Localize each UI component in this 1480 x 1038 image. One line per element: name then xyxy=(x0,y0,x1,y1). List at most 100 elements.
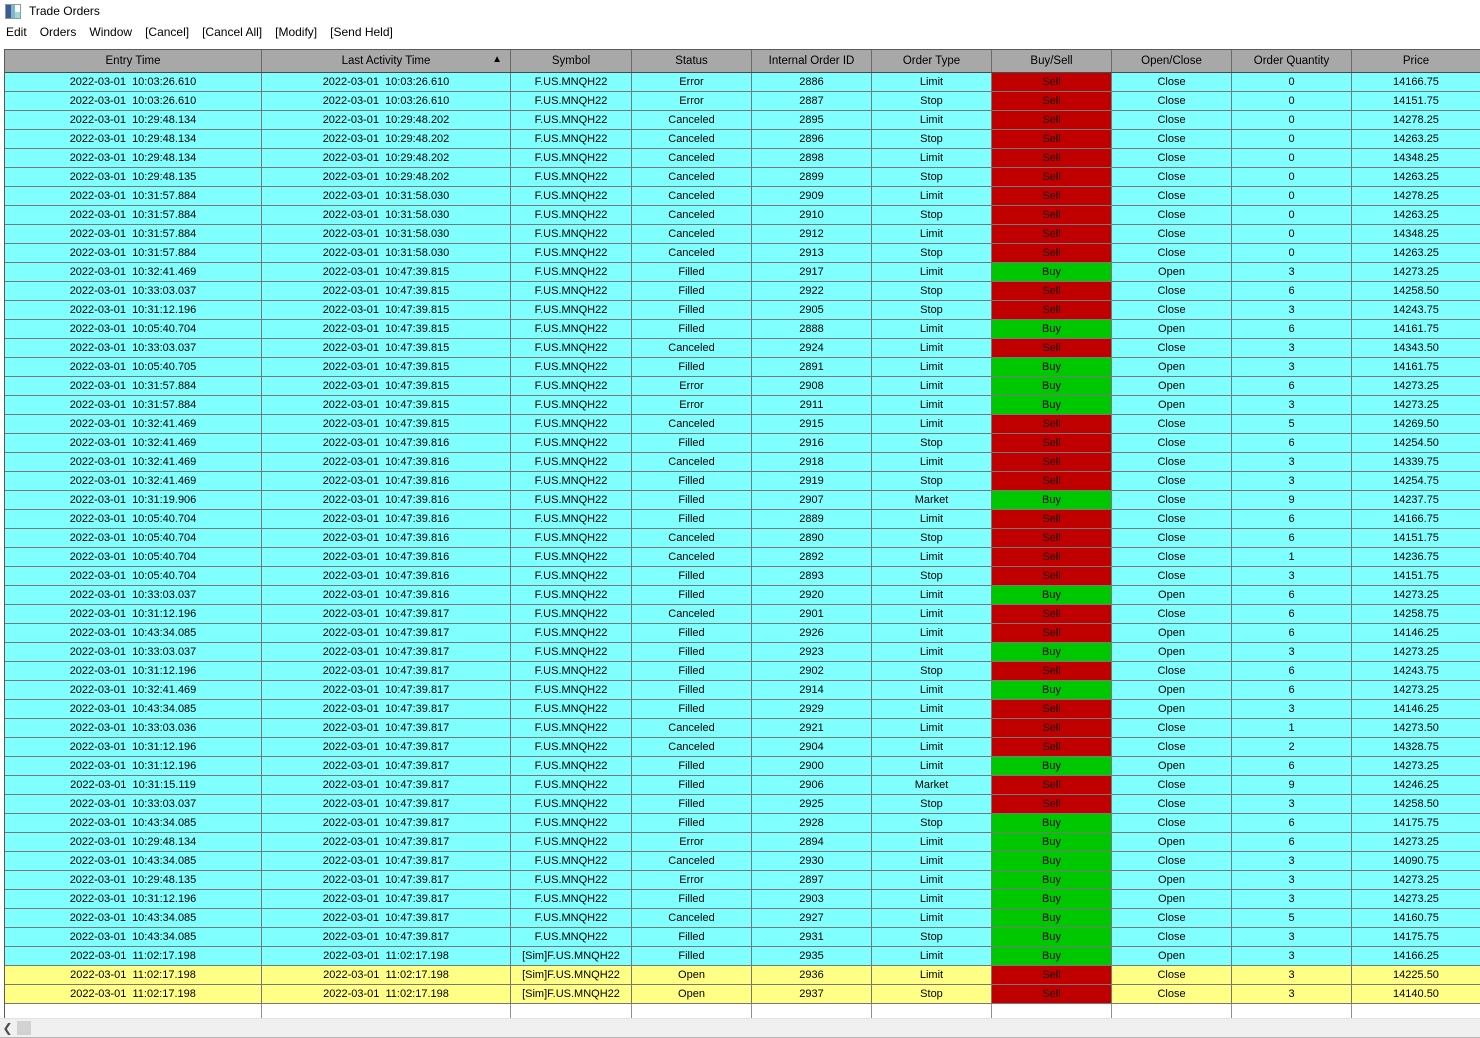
table-row[interactable]: 2022-03-01 11:02:17.198 2022-03-01 11:02:… xyxy=(5,966,1480,985)
table-row[interactable]: 2022-03-01 10:33:03.037 2022-03-01 10:47:… xyxy=(5,643,1480,662)
cell-price: 14243.75 xyxy=(1352,301,1480,320)
table-row[interactable]: 2022-03-01 10:33:03.037 2022-03-01 10:47:… xyxy=(5,795,1480,814)
cell-order-quantity: 1 xyxy=(1232,719,1352,738)
cell-internal-order-id: 2926 xyxy=(752,624,872,643)
cell-buy-sell: Sell xyxy=(992,567,1112,586)
menu-item-window[interactable]: Window xyxy=(89,25,133,39)
table-row[interactable]: 2022-03-01 10:29:48.134 2022-03-01 10:29:… xyxy=(5,130,1480,149)
table-row[interactable]: 2022-03-01 10:29:48.135 2022-03-01 10:47:… xyxy=(5,871,1480,890)
table-row[interactable]: 2022-03-01 10:43:34.085 2022-03-01 10:47:… xyxy=(5,852,1480,871)
table-row[interactable]: 2022-03-01 10:43:34.085 2022-03-01 10:47:… xyxy=(5,909,1480,928)
cell-internal-order-id: 2888 xyxy=(752,320,872,339)
table-row[interactable]: 2022-03-01 10:31:57.884 2022-03-01 10:31:… xyxy=(5,244,1480,263)
table-row[interactable]: 2022-03-01 10:05:40.704 2022-03-01 10:47:… xyxy=(5,510,1480,529)
cell-order-quantity: 0 xyxy=(1232,149,1352,168)
cell-last-activity-time: 2022-03-01 10:47:39.817 xyxy=(262,757,511,776)
scroll-left-arrow-icon[interactable]: ❮ xyxy=(2,1021,13,1035)
column-header-last-activity-time[interactable]: Last Activity Time ▲ xyxy=(262,50,511,72)
column-header-buy-sell[interactable]: Buy/Sell xyxy=(992,50,1112,72)
table-row[interactable]: 2022-03-01 10:31:57.884 2022-03-01 10:47:… xyxy=(5,396,1480,415)
scrollbar-thumb[interactable] xyxy=(17,1021,31,1035)
cell-last-activity-time: 2022-03-01 10:47:39.817 xyxy=(262,890,511,909)
table-row[interactable]: 2022-03-01 10:31:15.119 2022-03-01 10:47:… xyxy=(5,776,1480,795)
table-row[interactable]: 2022-03-01 10:05:40.705 2022-03-01 10:47:… xyxy=(5,358,1480,377)
table-row[interactable]: 2022-03-01 10:05:40.704 2022-03-01 10:47:… xyxy=(5,320,1480,339)
table-row[interactable]: 2022-03-01 10:05:40.704 2022-03-01 10:47:… xyxy=(5,529,1480,548)
table-row[interactable]: 2022-03-01 10:43:34.085 2022-03-01 10:47:… xyxy=(5,700,1480,719)
cell-buy-sell: Sell xyxy=(992,548,1112,567)
table-row[interactable]: 2022-03-01 10:32:41.469 2022-03-01 10:47:… xyxy=(5,681,1480,700)
table-row[interactable]: 2022-03-01 10:31:12.196 2022-03-01 10:47:… xyxy=(5,662,1480,681)
menu-item-edit[interactable]: Edit xyxy=(6,25,27,39)
cell-order-type: Stop xyxy=(872,985,992,1004)
cell-status: Error xyxy=(632,377,752,396)
table-row[interactable]: 2022-03-01 10:31:57.884 2022-03-01 10:31:… xyxy=(5,206,1480,225)
table-row[interactable]: 2022-03-01 10:29:48.135 2022-03-01 10:29:… xyxy=(5,168,1480,187)
table-row[interactable]: 2022-03-01 10:31:12.196 2022-03-01 10:47:… xyxy=(5,605,1480,624)
menu-item-send-held[interactable]: [Send Held] xyxy=(330,25,393,39)
horizontal-scrollbar[interactable]: ❮ xyxy=(0,1018,1480,1038)
column-header-open-close[interactable]: Open/Close xyxy=(1112,50,1232,72)
cell-internal-order-id: 2918 xyxy=(752,453,872,472)
table-row[interactable]: 2022-03-01 10:31:12.196 2022-03-01 10:47:… xyxy=(5,757,1480,776)
cell-internal-order-id: 2890 xyxy=(752,529,872,548)
table-row[interactable]: 2022-03-01 10:31:12.196 2022-03-01 10:47:… xyxy=(5,738,1480,757)
table-row[interactable]: 2022-03-01 10:32:41.469 2022-03-01 10:47:… xyxy=(5,415,1480,434)
cell-entry-time: 2022-03-01 10:29:48.135 xyxy=(5,168,262,187)
cell-status: Filled xyxy=(632,928,752,947)
table-row[interactable]: 2022-03-01 10:43:34.085 2022-03-01 10:47:… xyxy=(5,928,1480,947)
cell-order-type: Limit xyxy=(872,852,992,871)
table-row[interactable]: 2022-03-01 10:31:57.884 2022-03-01 10:31:… xyxy=(5,225,1480,244)
cell-last-activity-time: 2022-03-01 10:47:39.817 xyxy=(262,909,511,928)
cell-symbol: [Sim]F.US.MNQH22 xyxy=(511,947,632,966)
cell-entry-time: 2022-03-01 10:32:41.469 xyxy=(5,263,262,282)
table-row[interactable]: 2022-03-01 10:33:03.036 2022-03-01 10:47:… xyxy=(5,719,1480,738)
table-row[interactable]: 2022-03-01 10:43:34.085 2022-03-01 10:47:… xyxy=(5,624,1480,643)
table-row[interactable]: 2022-03-01 10:33:03.037 2022-03-01 10:47:… xyxy=(5,586,1480,605)
table-row[interactable]: 2022-03-01 10:31:57.884 2022-03-01 10:31:… xyxy=(5,187,1480,206)
table-row[interactable]: 2022-03-01 10:43:34.085 2022-03-01 10:47:… xyxy=(5,814,1480,833)
column-header-order-type[interactable]: Order Type xyxy=(872,50,992,72)
table-row[interactable]: 2022-03-01 10:03:26.610 2022-03-01 10:03:… xyxy=(5,73,1480,92)
cell-price: 14263.25 xyxy=(1352,244,1480,263)
menu-item-cancel[interactable]: [Cancel] xyxy=(145,25,190,39)
table-row[interactable]: 2022-03-01 10:32:41.469 2022-03-01 10:47:… xyxy=(5,434,1480,453)
table-row[interactable]: 2022-03-01 10:32:41.469 2022-03-01 10:47:… xyxy=(5,263,1480,282)
column-header-internal-order-id[interactable]: Internal Order ID xyxy=(752,50,872,72)
table-row[interactable]: 2022-03-01 10:31:57.884 2022-03-01 10:47:… xyxy=(5,377,1480,396)
menu-bar: Edit Orders Window [Cancel] [Cancel All] [Mod… xyxy=(0,22,1480,42)
table-row[interactable]: 2022-03-01 10:03:26.610 2022-03-01 10:03:… xyxy=(5,92,1480,111)
table-row[interactable]: 2022-03-01 10:32:41.469 2022-03-01 10:47:… xyxy=(5,472,1480,491)
menu-item-cancel-all[interactable]: [Cancel All] xyxy=(202,25,263,39)
table-row[interactable]: 2022-03-01 11:02:17.198 2022-03-01 11:02:… xyxy=(5,985,1480,1004)
table-row[interactable]: 2022-03-01 10:29:48.134 2022-03-01 10:29:… xyxy=(5,149,1480,168)
table-row[interactable]: 2022-03-01 10:29:48.134 2022-03-01 10:47:… xyxy=(5,833,1480,852)
table-row[interactable]: 2022-03-01 10:33:03.037 2022-03-01 10:47:… xyxy=(5,339,1480,358)
cell-price: 14273.25 xyxy=(1352,681,1480,700)
menu-item-orders[interactable]: Orders xyxy=(39,25,77,39)
table-row[interactable]: 2022-03-01 10:31:12.196 2022-03-01 10:47:… xyxy=(5,301,1480,320)
cell-order-type: Limit xyxy=(872,833,992,852)
table-row[interactable]: 2022-03-01 10:32:41.469 2022-03-01 10:47:… xyxy=(5,453,1480,472)
cell-order-quantity: 3 xyxy=(1232,871,1352,890)
table-row[interactable]: 2022-03-01 10:05:40.704 2022-03-01 10:47:… xyxy=(5,567,1480,586)
cell-symbol: F.US.MNQH22 xyxy=(511,168,632,187)
column-header-entry-time[interactable]: Entry Time xyxy=(5,50,262,72)
table-row[interactable]: 2022-03-01 11:02:17.198 2022-03-01 11:02:… xyxy=(5,947,1480,966)
table-row[interactable]: 2022-03-01 10:05:40.704 2022-03-01 10:47:… xyxy=(5,548,1480,567)
table-row[interactable]: 2022-03-01 10:31:19.906 2022-03-01 10:47:… xyxy=(5,491,1480,510)
column-header-order-quantity[interactable]: Order Quantity xyxy=(1232,50,1352,72)
column-header-symbol[interactable]: Symbol xyxy=(511,50,632,72)
menu-item-modify[interactable]: [Modify] xyxy=(275,25,318,39)
table-row[interactable]: 2022-03-01 10:33:03.037 2022-03-01 10:47:… xyxy=(5,282,1480,301)
cell-order-quantity: 3 xyxy=(1232,700,1352,719)
column-header-status[interactable]: Status xyxy=(632,50,752,72)
table-row[interactable]: 2022-03-01 10:29:48.134 2022-03-01 10:29:… xyxy=(5,111,1480,130)
table-row[interactable]: 2022-03-01 10:31:12.196 2022-03-01 10:47:… xyxy=(5,890,1480,909)
column-header-price[interactable]: Price xyxy=(1352,50,1480,72)
cell-symbol: F.US.MNQH22 xyxy=(511,605,632,624)
cell-status: Filled xyxy=(632,643,752,662)
cell-status: Canceled xyxy=(632,168,752,187)
cell-buy-sell: Buy xyxy=(992,871,1112,890)
cell-order-quantity: 3 xyxy=(1232,643,1352,662)
